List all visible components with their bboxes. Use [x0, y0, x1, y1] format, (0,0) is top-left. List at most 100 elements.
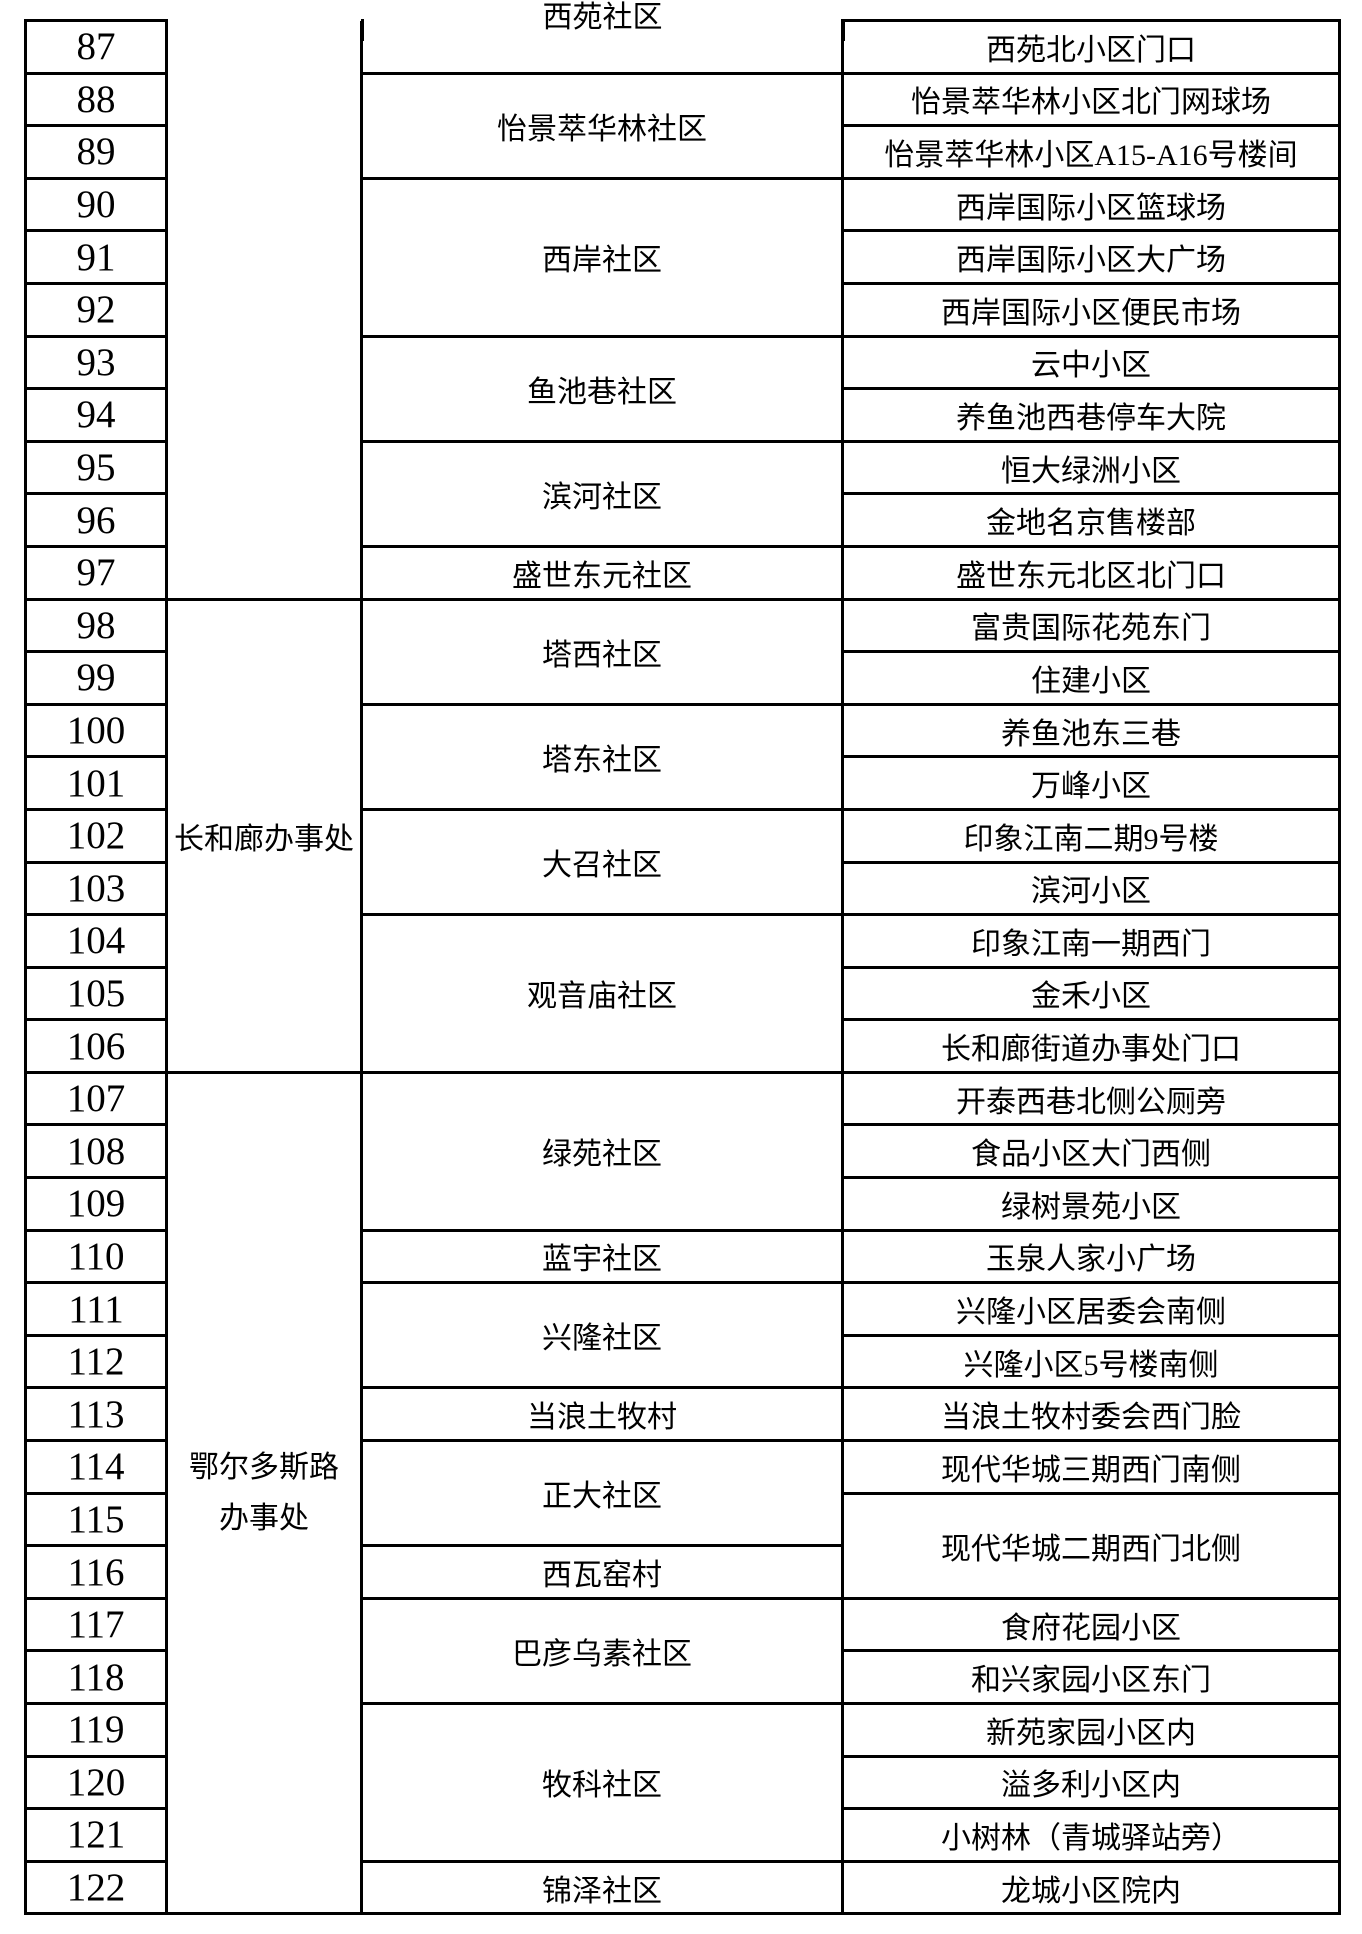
location-cell: 富贵国际花苑东门 — [841, 597, 1341, 654]
location-cell: 兴隆小区居委会南侧 — [841, 1281, 1341, 1337]
table-row: 90 西岸社区 西岸国际小区篮球场 — [24, 176, 1341, 338]
table-row: 108 食品小区大门西侧 — [24, 1123, 1341, 1180]
table-row: 88 怡景萃华林社区 怡景萃华林小区北门网球场 — [24, 71, 1341, 180]
row-number-cell: 114 — [24, 1439, 168, 1495]
location-cell: 食府花园小区 — [841, 1596, 1341, 1653]
row-number-cell: 112 — [24, 1333, 168, 1390]
row-number-cell: 116 — [24, 1544, 168, 1600]
community-cell: 怡景萃华林社区 — [360, 71, 844, 180]
community-cell: 观音庙社区 — [360, 913, 844, 1074]
location-cell: 小树林（青城驿站旁） — [841, 1807, 1341, 1863]
table-row: 99 住建小区 — [24, 650, 1341, 706]
office-cell: 长和廊办事处 — [165, 597, 363, 1074]
location-cell: 金禾小区 — [841, 965, 1341, 1022]
location-cell: 长和廊街道办事处门口 — [841, 1018, 1341, 1074]
community-cell: 塔东社区 — [360, 702, 844, 811]
location-cell: 绿树景苑小区 — [841, 1176, 1341, 1232]
office-label: 鄂尔多斯路办事处 — [189, 1450, 339, 1536]
table-row: 120 溢多利小区内 — [24, 1754, 1341, 1811]
row-number-cell: 122 — [24, 1859, 168, 1916]
row-number-cell: 106 — [24, 1018, 168, 1074]
table-row: 122 锦泽社区 龙城小区院内 — [24, 1859, 1341, 1916]
table-row: 111 兴隆社区 兴隆小区居委会南侧 — [24, 1281, 1341, 1390]
community-cell: 西瓦窑村 — [360, 1544, 844, 1600]
location-cell: 西岸国际小区篮球场 — [841, 176, 1341, 233]
table-row: 101 万峰小区 — [24, 755, 1341, 811]
table-row: 94 养鱼池西巷停车大院 — [24, 387, 1341, 443]
row-number-cell: 118 — [24, 1649, 168, 1705]
row-number-cell: 109 — [24, 1176, 168, 1232]
location-cell: 食品小区大门西侧 — [841, 1123, 1341, 1180]
row-number-cell: 110 — [24, 1228, 168, 1285]
community-cell: 滨河社区 — [360, 439, 844, 548]
row-number-cell: 121 — [24, 1807, 168, 1863]
table-row: 89 怡景萃华林小区A15-A16号楼间 — [24, 124, 1341, 180]
row-number-cell: 94 — [24, 387, 168, 443]
community-cell: 兴隆社区 — [360, 1281, 844, 1390]
location-cell: 养鱼池东三巷 — [841, 702, 1341, 759]
table-row: 113 当浪土牧村 当浪土牧村委会西门脸 — [24, 1386, 1341, 1443]
location-cell: 住建小区 — [841, 650, 1341, 706]
row-number-cell: 93 — [24, 334, 168, 391]
community-cell: 锦泽社区 — [360, 1859, 844, 1916]
table-border-stub — [842, 19, 845, 41]
table-row: 114 正大社区 现代华城三期西门南侧 — [24, 1439, 1341, 1548]
location-cell: 现代华城三期西门南侧 — [841, 1439, 1341, 1495]
community-cell: 绿苑社区 — [360, 1070, 844, 1232]
table-row: 91 西岸国际小区大广场 — [24, 229, 1341, 285]
row-number-cell: 97 — [24, 544, 168, 601]
table-row: 95 滨河社区 恒大绿洲小区 — [24, 439, 1341, 548]
row-number-cell: 87 — [24, 19, 168, 75]
location-cell: 开泰西巷北侧公厕旁 — [841, 1070, 1341, 1127]
location-cell: 万峰小区 — [841, 755, 1341, 811]
community-cell: 蓝宇社区 — [360, 1228, 844, 1285]
row-number-cell: 115 — [24, 1491, 168, 1548]
table-row: 96 金地名京售楼部 — [24, 492, 1341, 548]
community-cell: 正大社区 — [360, 1439, 844, 1548]
table-row: 121 小树林（青城驿站旁） — [24, 1807, 1341, 1863]
table-row: 115 现代华城二期西门北侧 — [24, 1491, 1341, 1600]
row-number-cell: 95 — [24, 439, 168, 496]
table-row: 92 西岸国际小区便民市场 — [24, 281, 1341, 338]
table-row: 87 西苑北小区门口 — [24, 19, 1341, 601]
table-row: 98 长和廊办事处 塔西社区 富贵国际花苑东门 — [24, 597, 1341, 1074]
location-cell: 金地名京售楼部 — [841, 492, 1341, 548]
community-cell — [360, 20, 844, 75]
table-row: 116 西瓦窑村 — [24, 1544, 1340, 1600]
row-number-cell: 90 — [24, 176, 168, 233]
row-number-cell: 113 — [24, 1386, 168, 1443]
table-row: 97 盛世东元社区 盛世东元北区北门口 — [24, 544, 1341, 601]
row-number-cell: 91 — [24, 229, 168, 285]
row-number-cell: 89 — [24, 124, 168, 180]
community-cell-clipped-top: 西苑社区 — [542, 1, 663, 34]
location-cell: 当浪土牧村委会西门脸 — [841, 1386, 1341, 1443]
location-cell: 印象江南二期9号楼 — [841, 807, 1341, 864]
table-row: 107 鄂尔多斯路办事处 绿苑社区 开泰西巷北侧公厕旁 — [24, 1070, 1341, 1916]
location-cell: 玉泉人家小广场 — [841, 1228, 1341, 1285]
community-cell: 大召社区 — [360, 807, 844, 917]
community-cell: 盛世东元社区 — [360, 544, 844, 601]
table-row: 117 巴彦乌素社区 食府花园小区 — [24, 1596, 1341, 1706]
location-cell: 云中小区 — [841, 334, 1341, 391]
table-row: 112 兴隆小区5号楼南侧 — [24, 1333, 1341, 1390]
table-row: 104 观音庙社区 印象江南一期西门 — [24, 913, 1341, 1074]
row-number-cell: 117 — [24, 1596, 168, 1653]
location-cell: 养鱼池西巷停车大院 — [841, 387, 1341, 443]
row-number-cell: 96 — [24, 492, 168, 548]
row-number-cell: 98 — [24, 597, 168, 654]
row-number-cell: 99 — [24, 650, 168, 706]
community-cell: 塔西社区 — [360, 597, 844, 706]
location-cell: 兴隆小区5号楼南侧 — [841, 1333, 1341, 1390]
office-cell — [165, 20, 363, 601]
table-row: 110 蓝宇社区 玉泉人家小广场 — [24, 1228, 1341, 1285]
table-row: 100 塔东社区 养鱼池东三巷 — [24, 702, 1341, 811]
location-cell: 恒大绿洲小区 — [841, 439, 1341, 496]
row-number-cell: 104 — [24, 913, 168, 969]
table-row: 119 牧科社区 新苑家园小区内 — [24, 1702, 1341, 1863]
row-number-cell: 108 — [24, 1123, 168, 1180]
row-number-cell: 120 — [24, 1754, 168, 1811]
community-cell: 巴彦乌素社区 — [360, 1596, 844, 1706]
row-number-cell: 107 — [24, 1070, 168, 1127]
locations-table: 87 西苑北小区门口 88 怡景萃华林社区 怡景萃华林小区北门网球场 89 怡景… — [24, 19, 1341, 1916]
location-cell: 西岸国际小区大广场 — [841, 229, 1341, 285]
